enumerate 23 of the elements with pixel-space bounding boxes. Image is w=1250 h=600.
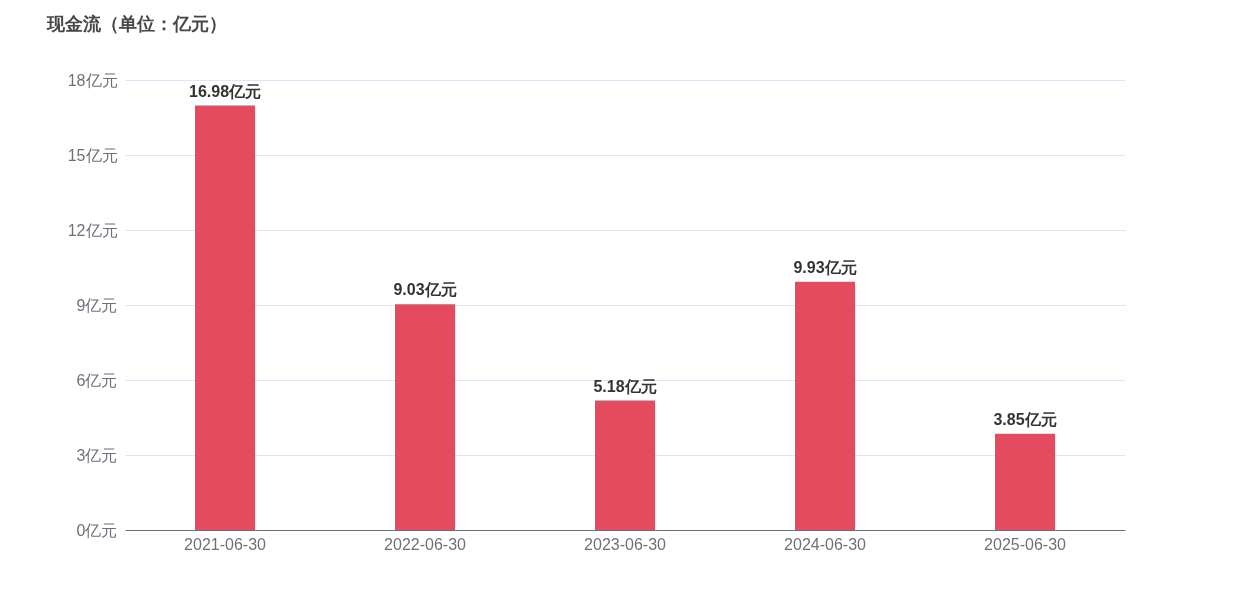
chart-title: 现金流（单位：亿元） [46,14,228,34]
data-label: 5.18亿元 [593,377,657,395]
data-label: 16.98亿元 [188,82,262,100]
data-label: 9.03亿元 [393,281,457,299]
y-tick-label: 9亿元 [76,296,118,314]
x-tick-label: 2024-06-30 [784,535,867,553]
y-tick-label: 3亿元 [76,446,118,464]
y-tick-label: 6亿元 [76,371,118,389]
data-label: 3.85亿元 [993,410,1057,428]
bar [195,105,255,530]
data-label: 9.93亿元 [793,258,857,276]
bar [995,433,1055,530]
x-tick-label: 2025-06-30 [984,535,1067,553]
bar [395,304,455,530]
x-tick-label: 2023-06-30 [584,535,667,553]
bar [795,281,855,530]
y-tick-label: 0亿元 [76,521,118,539]
y-tick-label: 12亿元 [67,221,118,239]
y-tick-label: 15亿元 [67,146,118,164]
x-tick-label: 2022-06-30 [384,535,467,553]
y-tick-label: 18亿元 [67,71,118,89]
x-tick-label: 2021-06-30 [184,535,267,553]
bar [595,400,655,530]
